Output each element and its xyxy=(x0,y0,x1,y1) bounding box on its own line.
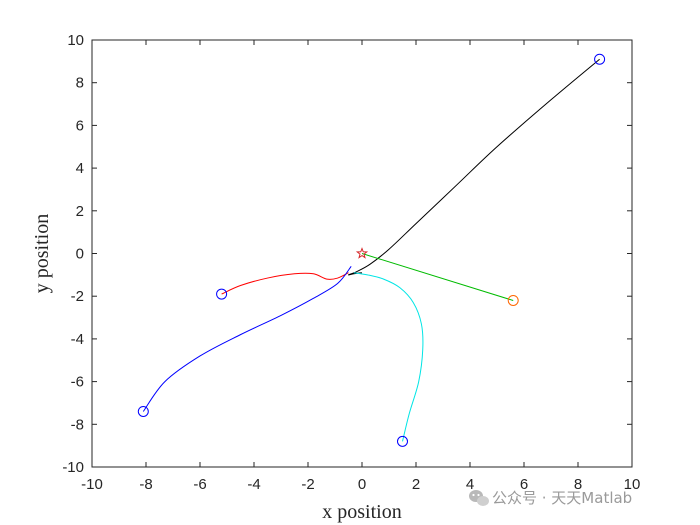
watermark-text: 公众号 · 天天Matlab xyxy=(492,489,632,507)
x-tick-label: -4 xyxy=(247,476,260,493)
x-tick-label: -8 xyxy=(139,476,152,493)
y-tick-label: 0 xyxy=(76,246,84,263)
y-tick-label: 8 xyxy=(76,75,84,92)
x-tick-label: -6 xyxy=(193,476,206,493)
wechat-icon xyxy=(469,490,489,506)
target-star-marker xyxy=(355,247,369,259)
y-tick-label: -8 xyxy=(71,416,84,433)
y-tick-label: -6 xyxy=(71,374,84,391)
y-tick-label: 4 xyxy=(76,160,84,177)
y-tick-label: 10 xyxy=(67,32,84,49)
series-start-marker-2 xyxy=(137,405,149,417)
series-line-4 xyxy=(361,253,514,301)
x-tick-label: -10 xyxy=(81,476,103,493)
series-start-marker-0 xyxy=(594,53,606,65)
series-line-3 xyxy=(353,272,424,442)
series-start-marker-4 xyxy=(507,294,519,306)
y-tick-label: -4 xyxy=(71,331,84,348)
x-tick-label: 4 xyxy=(466,476,474,493)
x-tick-label: 2 xyxy=(412,476,420,493)
plot-markers xyxy=(137,53,606,447)
series-line-0 xyxy=(347,58,600,276)
x-tick-label: -2 xyxy=(301,476,314,493)
x-tick-label: 10 xyxy=(624,476,641,493)
plot-lines xyxy=(142,58,600,442)
watermark: 公众号 · 天天Matlab xyxy=(469,489,632,507)
x-tick-label: 8 xyxy=(574,476,582,493)
x-tick-label: 0 xyxy=(358,476,366,493)
series-line-1 xyxy=(221,272,349,295)
series-line-2 xyxy=(142,266,352,412)
series-start-marker-1 xyxy=(216,288,228,300)
y-tick-label: 2 xyxy=(76,203,84,220)
axis-ticks: -10 -8 -6 -4 -2 0 2 4 6 8 10 -10 -8 -6 -4 -2 0 2 4 6 8 10 xyxy=(62,32,640,493)
series-start-marker-3 xyxy=(397,435,408,447)
x-axis-label: x position xyxy=(322,501,401,523)
y-tick-label: -10 xyxy=(62,459,84,476)
y-tick-label: 6 xyxy=(76,117,84,134)
x-tick-label: 6 xyxy=(520,476,528,493)
y-axis-label: y position xyxy=(31,214,53,293)
y-tick-label: -2 xyxy=(71,288,84,305)
